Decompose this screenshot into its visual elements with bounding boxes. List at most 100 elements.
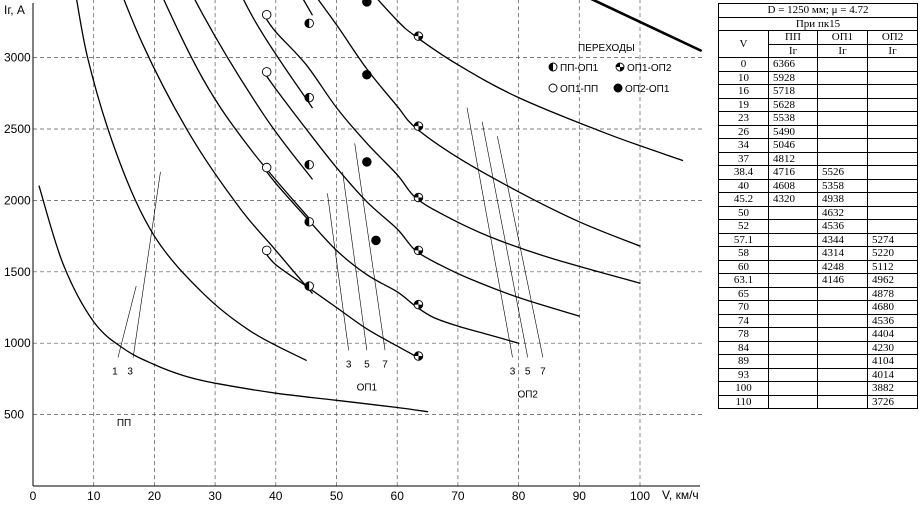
svg-text:ОП2-ОП1: ОП2-ОП1 (625, 84, 670, 95)
axes (32, 3, 700, 487)
table-cell-speed: 0 (718, 57, 769, 72)
table-cell-current (817, 57, 868, 72)
legend: ПЕРЕХОДЫ ПП-ОП1 ОП1-ОП2 ОП1-ПП ОП2-ОП1 (548, 43, 672, 95)
table-cell-current (768, 300, 818, 315)
x-tick-label: 40 (269, 489, 283, 503)
y-tick-label: 2000 (4, 193, 31, 207)
legend-title: ПЕРЕХОДЫ (578, 43, 635, 54)
table-cell-current: 5112 (866, 259, 919, 274)
curve-label: 7 (540, 367, 546, 378)
table-row: 26 5490 (718, 124, 919, 139)
legend-symbol (548, 83, 558, 93)
table-cell-current (866, 57, 919, 72)
table-cell-current (866, 165, 919, 180)
table-cell-speed: 10 (718, 70, 769, 85)
table-cell-current (768, 232, 818, 247)
table-cell-current (866, 97, 919, 112)
table-cell-current (866, 151, 919, 166)
table-row: 16 5718 (718, 84, 919, 99)
table-cell-current: 5526 (817, 165, 868, 180)
table-cell-current (817, 381, 868, 396)
table-cell-current: 4536 (817, 219, 868, 234)
x-tick-label: 90 (573, 489, 587, 503)
table-row: 38.4 4716 5526 (718, 165, 919, 180)
table-cell-speed: 45.2 (718, 192, 769, 207)
table-cell-speed: 58 (718, 246, 769, 261)
leader-line (117, 286, 137, 358)
curve-label: 5 (364, 359, 370, 370)
table-cell-speed: 110 (718, 394, 769, 409)
transition-marker (304, 281, 314, 291)
curve-label: 5 (525, 367, 531, 378)
table-cell-speed: 26 (718, 124, 769, 139)
leader-line (481, 121, 528, 358)
table-cell-speed: 74 (718, 313, 769, 328)
table-cell-speed: 37 (718, 151, 769, 166)
table-cell-current: 5046 (768, 138, 818, 153)
table-cell-speed: 38.4 (718, 165, 769, 180)
table-row: 34 5046 (718, 138, 919, 153)
series-line-4 (194, 0, 313, 180)
leader-line (342, 171, 368, 351)
curve-label: 3 (346, 359, 352, 370)
table-cell-current (768, 246, 818, 261)
leader-line (327, 193, 349, 351)
curve-label: 3 (510, 367, 516, 378)
table-cell-current: 6366 (768, 57, 818, 72)
table-row: 19 5628 (718, 97, 919, 112)
transition-marker (413, 351, 424, 361)
table-cell-current: 4632 (817, 205, 868, 220)
transition-marker (362, 69, 372, 80)
x-tick-label: 20 (148, 489, 162, 503)
table-cell-current: 4314 (817, 246, 868, 261)
table-cell-speed: 16 (718, 84, 769, 99)
table-cell-current: 4680 (866, 300, 919, 315)
annotations: ПП579111315ОП19111315ОП2911131513ПП357ОП… (112, 359, 546, 429)
table-cell-current: 4104 (866, 354, 919, 369)
table-cell-speed: 100 (718, 381, 769, 396)
x-tick-label: 70 (451, 489, 465, 503)
table-cell-current: 4248 (817, 259, 868, 274)
y-tick-label: 2500 (4, 122, 31, 136)
table-cell-current (768, 219, 818, 234)
svg-text:ПП-ОП1: ПП-ОП1 (560, 63, 599, 74)
curve-label: ПП (117, 418, 131, 429)
table-cell-current: 4014 (866, 367, 919, 382)
table-row: 57.1 4344 5274 (718, 232, 919, 247)
table-cell-current (817, 340, 868, 355)
table-row: 84 4230 (718, 340, 919, 355)
x-axis-label: V, км/ч (662, 488, 699, 502)
table-cell-current (817, 327, 868, 342)
table-cell-current (768, 394, 818, 409)
table-cell-current (768, 273, 818, 288)
transition-marker (371, 235, 381, 246)
table-cell-current (866, 70, 919, 85)
y-tick-label: 500 (4, 408, 24, 422)
table-cell-current (866, 205, 919, 220)
table-col-pp: ПП (768, 30, 818, 45)
table-cell-current: 5274 (866, 232, 919, 247)
legend-item-op1-op2: ОП1-ОП2 (615, 62, 672, 74)
leader-line (354, 143, 386, 351)
series-line-5 (243, 0, 313, 109)
table-row: 45.2 4320 4938 (718, 192, 919, 207)
table-row: 89 4104 (718, 354, 919, 369)
x-tick-label: 60 (391, 489, 405, 503)
curve-label: ОП1 (357, 382, 378, 393)
transition-marker (261, 162, 272, 173)
table-cell-current: 4344 (817, 232, 868, 247)
table-cell-speed: 63.1 (718, 273, 769, 288)
table-cell-speed: 50 (718, 205, 769, 220)
table-cell-current (768, 313, 818, 328)
x-tick-label: 100 (630, 489, 650, 503)
table-cell-current (817, 84, 868, 99)
table-row: 78 4404 (718, 327, 919, 342)
transition-marker (413, 31, 424, 41)
transition-markers (261, 0, 424, 361)
series-line-12 (317, 0, 641, 247)
table-cell-current (817, 354, 868, 369)
leader-line (132, 171, 161, 358)
table-cell-current (768, 367, 818, 382)
table-row: 60 4248 5112 (718, 259, 919, 274)
table-row: 65 4878 (718, 286, 919, 301)
